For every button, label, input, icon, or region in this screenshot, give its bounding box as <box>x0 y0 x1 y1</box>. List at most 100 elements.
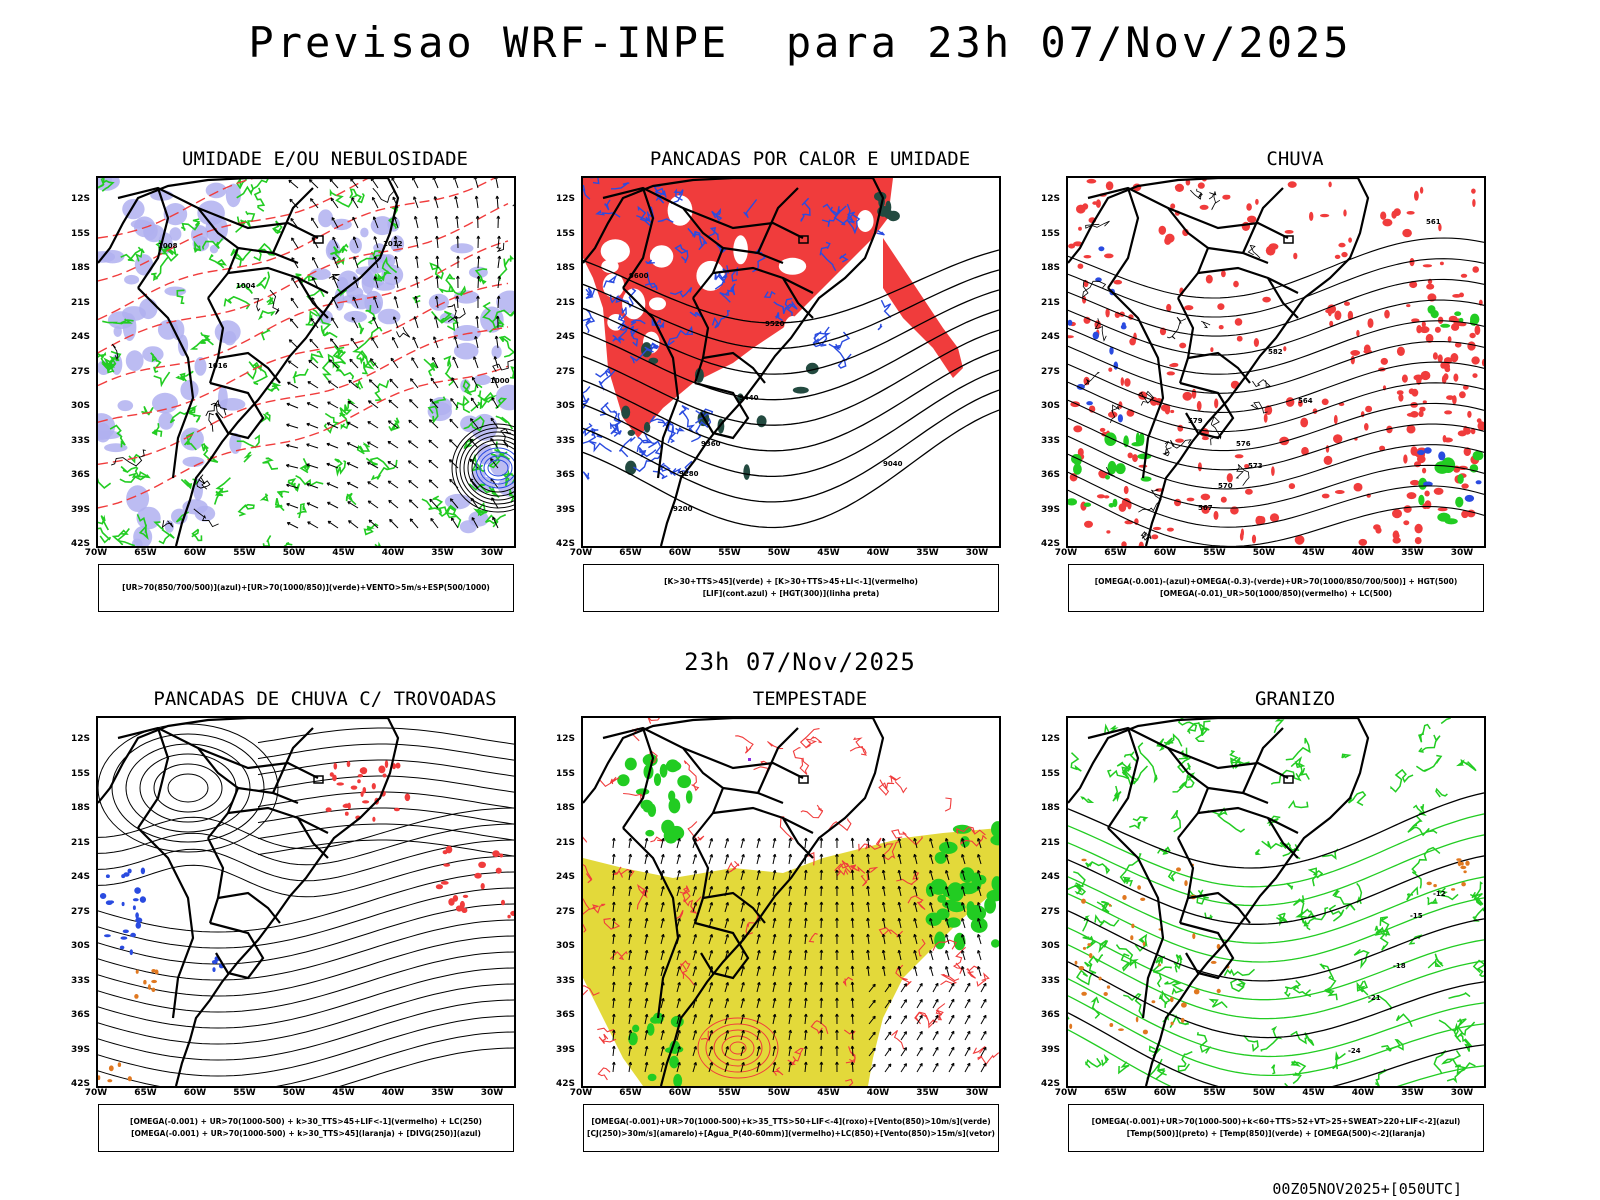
contour-line <box>356 441 371 455</box>
wind-vector <box>644 1045 649 1057</box>
shaded-area <box>1245 488 1253 495</box>
border-line <box>1197 806 1299 834</box>
temperature-contour <box>1068 910 1484 982</box>
shaded-area <box>1098 470 1104 477</box>
border-line <box>702 351 766 384</box>
shaded-area <box>1095 199 1101 208</box>
shaded-area <box>1334 310 1342 321</box>
border-line <box>197 746 319 779</box>
shaded-area <box>1333 434 1343 444</box>
contour-line <box>730 283 736 296</box>
shaded-area <box>134 994 139 999</box>
wind-vector <box>932 1030 939 1041</box>
shaded-area <box>98 251 116 263</box>
contour-line <box>618 436 636 458</box>
wind-vector <box>850 837 855 849</box>
temperature-contour <box>1068 1012 1484 1086</box>
contour-line <box>842 976 854 987</box>
shaded-area <box>1105 181 1114 191</box>
shaded-area <box>1087 943 1091 947</box>
contour-line <box>1085 1057 1102 1069</box>
wind-vector <box>929 950 934 961</box>
shaded-area <box>1218 325 1224 330</box>
cyclone-contour <box>467 439 514 497</box>
lat-label: 36S <box>1040 1010 1060 1020</box>
contour-line <box>977 1052 999 1067</box>
wind-vector <box>644 965 649 977</box>
streamline <box>98 935 514 997</box>
legend-box: [K>30+TTS>45](verde) + [K>30+TTS>45+LI<-… <box>583 564 999 612</box>
wind-vector <box>490 417 499 429</box>
shaded-area <box>1382 218 1393 227</box>
shaded-area <box>333 762 338 770</box>
contour-line <box>1319 963 1335 980</box>
contour-line <box>370 459 398 481</box>
contour-line <box>151 423 163 437</box>
shaded-area <box>357 774 364 778</box>
wind-vector <box>868 1047 876 1057</box>
contour-line <box>598 776 620 788</box>
wind-vector <box>850 933 855 945</box>
wind-vector <box>788 837 793 849</box>
wind-vector <box>740 982 745 993</box>
lat-label: 42S <box>70 1079 90 1089</box>
wind-vector <box>964 1046 971 1057</box>
contour-line <box>1285 737 1311 761</box>
wind-vector <box>724 1014 729 1025</box>
contour-line <box>259 493 269 502</box>
wind-vector <box>835 1061 839 1073</box>
wind-vector <box>945 902 950 913</box>
wind-vector <box>913 901 918 913</box>
wind-vector <box>724 838 729 849</box>
contour-line <box>508 489 514 503</box>
cyclone-contour <box>451 423 514 513</box>
wind-vector <box>881 853 886 865</box>
wind-vector <box>884 1031 892 1041</box>
wind-vector <box>676 1062 681 1073</box>
wind-vector <box>434 295 439 309</box>
wind-vector <box>611 997 616 1009</box>
wind-vector <box>288 179 299 189</box>
contour-line <box>1132 816 1149 822</box>
lon-label: 50W <box>1252 548 1276 558</box>
wind-vector <box>803 869 808 881</box>
contour-line <box>1084 371 1100 386</box>
wind-vector <box>676 902 681 913</box>
wind-vector <box>370 358 379 369</box>
streamline <box>111 733 265 843</box>
shaded-area <box>367 298 382 315</box>
lat-label: 24S <box>555 332 575 342</box>
wind-vector <box>756 1045 761 1057</box>
shaded-area <box>1367 318 1374 328</box>
wind-vector <box>432 178 439 189</box>
shaded-area <box>1166 371 1175 376</box>
contour-line <box>960 834 987 847</box>
shaded-area <box>478 861 486 868</box>
contour-line <box>583 908 591 933</box>
contour-line <box>193 240 202 254</box>
shaded-area <box>1210 347 1214 352</box>
wind-vector <box>306 443 319 449</box>
lon-label: 60W <box>183 548 207 558</box>
contour-line <box>1122 876 1133 887</box>
wind-vector <box>370 178 379 189</box>
shaded-area <box>1117 414 1123 423</box>
shaded-area <box>778 257 807 275</box>
contour-line <box>1283 984 1300 998</box>
wind-vector <box>367 400 379 409</box>
shaded-area <box>373 243 385 253</box>
wind-vector <box>788 1013 793 1025</box>
contour-line <box>1116 761 1132 779</box>
shaded-area <box>1333 414 1338 425</box>
lat-label: 15S <box>70 228 90 239</box>
wind-vector <box>327 380 339 389</box>
wind-vector <box>676 886 681 897</box>
lon-label: 45W <box>1302 548 1325 558</box>
streamline <box>139 753 237 823</box>
wind-vector <box>692 886 697 897</box>
shaded-area <box>489 452 510 477</box>
wind-vector <box>977 950 982 961</box>
shaded-area <box>1129 338 1136 346</box>
shaded-area <box>1139 432 1145 446</box>
wind-vector <box>866 837 870 849</box>
